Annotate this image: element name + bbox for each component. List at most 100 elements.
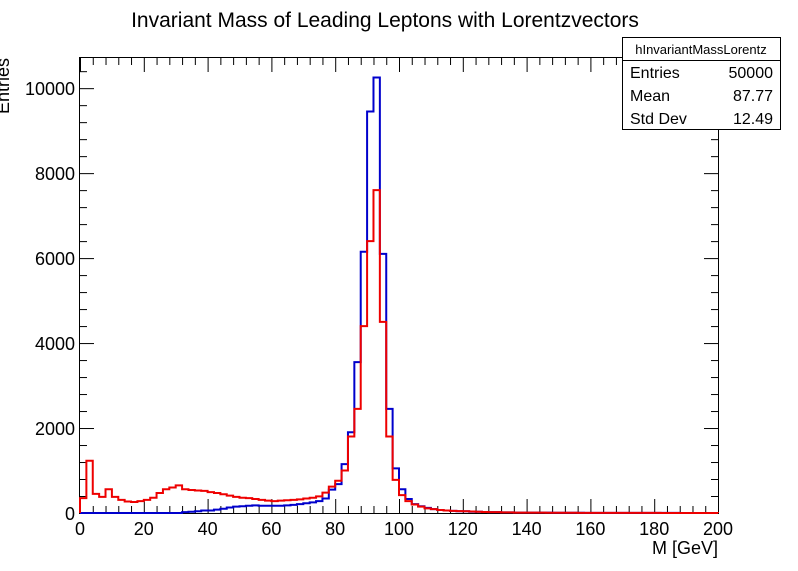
histogram-bin-red bbox=[297, 499, 303, 513]
histogram-bin-red bbox=[507, 512, 513, 513]
histogram-bins bbox=[80, 78, 718, 513]
histogram-bin-red bbox=[425, 508, 431, 513]
histogram-bin-red bbox=[342, 471, 348, 513]
histogram-bin-red bbox=[284, 500, 290, 513]
histogram-bin-red bbox=[233, 497, 239, 513]
stats-stddev-label: Std Dev bbox=[630, 111, 687, 128]
histogram-bin-red bbox=[463, 511, 469, 513]
y-tick-label: 2000 bbox=[35, 419, 75, 439]
histogram-bin-red bbox=[418, 507, 424, 513]
histogram-bin-red bbox=[265, 501, 271, 513]
histogram-bin-red bbox=[182, 489, 188, 513]
x-tick-label: 100 bbox=[384, 519, 414, 539]
x-tick-label: 200 bbox=[703, 519, 733, 539]
histogram-bin-red bbox=[476, 512, 482, 513]
histogram-series-red bbox=[79, 189, 719, 514]
histogram-series-blue bbox=[80, 76, 719, 514]
stats-mean-label: Mean bbox=[630, 88, 670, 105]
histogram-bin-red bbox=[437, 510, 443, 513]
histogram-bin-red bbox=[195, 490, 201, 513]
stats-entries-value: 50000 bbox=[729, 65, 774, 82]
histogram-bin-red bbox=[157, 493, 163, 513]
stats-box-frame bbox=[622, 37, 781, 130]
stats-stddev-value: 12.49 bbox=[733, 111, 773, 128]
histogram-bin-red bbox=[137, 501, 143, 513]
histogram-bin-red bbox=[456, 511, 462, 513]
histogram-bin-red bbox=[259, 500, 265, 513]
y-tick-label: 4000 bbox=[35, 334, 75, 354]
chart-title: Invariant Mass of Leading Leptons with L… bbox=[131, 9, 639, 32]
x-tick-label: 120 bbox=[448, 519, 478, 539]
histogram-bin-red bbox=[361, 326, 367, 513]
x-tick-label: 60 bbox=[261, 519, 281, 539]
histogram-bin-red bbox=[188, 490, 194, 513]
histogram-bin-red bbox=[310, 498, 316, 513]
histogram-bin-red bbox=[240, 498, 246, 513]
histogram-bin-red bbox=[367, 241, 373, 513]
histogram-bin-red bbox=[150, 498, 156, 513]
x-tick-label: 160 bbox=[575, 519, 605, 539]
x-tick-label: 80 bbox=[325, 519, 345, 539]
histogram-bin-red bbox=[112, 497, 118, 513]
histogram-bin-red bbox=[386, 437, 392, 513]
histogram-bin-red bbox=[431, 509, 437, 513]
histogram-bin-red bbox=[316, 496, 322, 513]
x-axis-label: M [GeV] bbox=[652, 538, 718, 558]
histogram-bin-red bbox=[271, 501, 277, 513]
y-tick-label: 8000 bbox=[35, 164, 75, 184]
histogram-bin-red bbox=[291, 500, 297, 513]
histogram-bin-red bbox=[252, 499, 258, 513]
stats-box-title: hInvariantMassLorentz bbox=[635, 42, 767, 57]
y-axis-tick-labels: 0 2000 4000 6000 8000 10000 bbox=[25, 79, 75, 524]
y-tick-label: 10000 bbox=[25, 79, 75, 99]
histogram-bin-red bbox=[131, 502, 137, 513]
histogram-bin-red bbox=[118, 500, 124, 513]
histogram-bin-red bbox=[201, 491, 207, 513]
histogram-bin-red bbox=[444, 510, 450, 513]
histogram-bin-red bbox=[322, 493, 328, 513]
histogram-bin-red bbox=[482, 512, 488, 513]
histogram-bin-red bbox=[412, 505, 418, 513]
histogram-bin-red bbox=[278, 501, 284, 513]
histogram-bin-red bbox=[354, 409, 360, 513]
x-axis-tick-labels: 0 20 40 60 80 100 120 140 160 180 200 bbox=[75, 519, 733, 539]
histogram-bin-red bbox=[303, 499, 309, 513]
histogram-bin-red bbox=[125, 502, 131, 513]
stats-entries-label: Entries bbox=[630, 65, 680, 82]
stats-mean-value: 87.77 bbox=[733, 88, 773, 105]
histogram-bin-red bbox=[329, 487, 335, 513]
histogram-bin-red bbox=[348, 437, 354, 513]
x-tick-label: 40 bbox=[198, 519, 218, 539]
x-tick-label: 0 bbox=[75, 519, 85, 539]
histogram-bin-red bbox=[80, 498, 86, 513]
histogram-bin-red bbox=[373, 190, 379, 513]
y-tick-label: 0 bbox=[65, 504, 75, 524]
histogram-bin-red bbox=[469, 512, 475, 513]
histogram-bin-red bbox=[501, 512, 507, 513]
x-tick-label: 140 bbox=[512, 519, 542, 539]
histogram-bin-red bbox=[208, 492, 214, 513]
histogram-bin-red bbox=[450, 511, 456, 513]
x-tick-label: 180 bbox=[639, 519, 669, 539]
histogram-bin-red bbox=[176, 485, 182, 513]
histogram-bin-red bbox=[405, 501, 411, 513]
histogram-bin-red bbox=[163, 489, 169, 513]
histogram-bin-red bbox=[144, 500, 150, 513]
histogram-bin-red bbox=[380, 322, 386, 513]
histogram-bin-red bbox=[495, 512, 501, 513]
histogram-bin-red bbox=[106, 489, 112, 513]
histogram-bin-red bbox=[220, 494, 226, 513]
histogram-bin-red bbox=[393, 480, 399, 513]
histogram-bin-red bbox=[246, 498, 252, 513]
y-tick-label: 6000 bbox=[35, 249, 75, 269]
histogram-bin-red bbox=[488, 512, 494, 513]
y-axis-label: Entries bbox=[0, 58, 13, 114]
histogram-bin-red bbox=[214, 493, 220, 513]
histogram-bin-red bbox=[93, 494, 99, 513]
histogram-bin-red bbox=[169, 488, 175, 513]
histogram-bin-red bbox=[335, 481, 341, 513]
histogram-bin-red bbox=[99, 497, 105, 513]
x-tick-label: 20 bbox=[134, 519, 154, 539]
histogram-bin-red bbox=[227, 496, 233, 513]
